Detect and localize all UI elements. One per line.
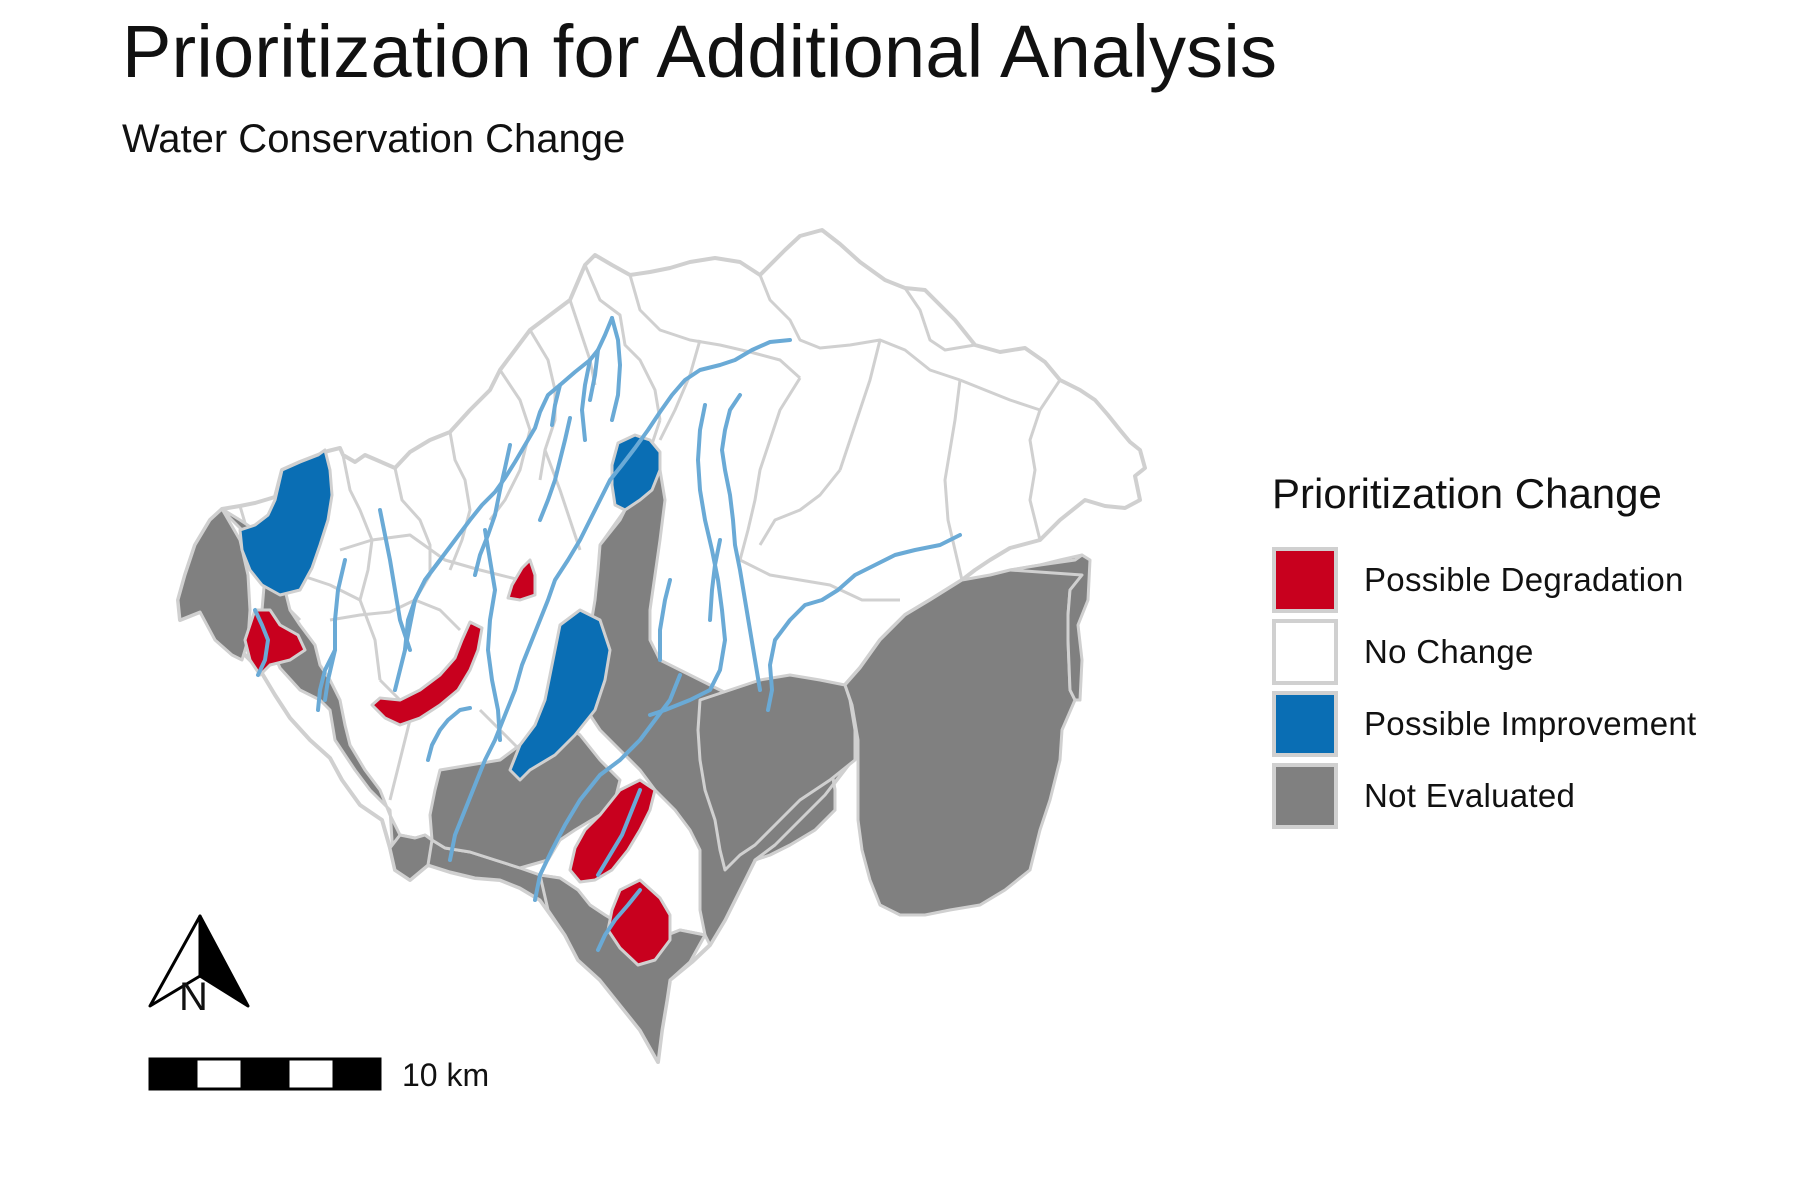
improvement-regions	[238, 433, 662, 782]
not-evaluated-regions	[176, 468, 1092, 1064]
legend-label: Possible Improvement	[1364, 705, 1697, 742]
legend-title: Prioritization Change	[1272, 470, 1662, 517]
streams	[253, 316, 962, 952]
legend-label: Not Evaluated	[1364, 777, 1576, 814]
page-subtitle: Water Conservation Change	[122, 117, 626, 161]
legend-item-not-evaluated: Not Evaluated	[1272, 760, 1696, 832]
legend: Prioritization Change Possible Degradati…	[1272, 470, 1696, 832]
north-arrow-icon	[148, 914, 250, 1008]
page-title: Prioritization for Additional Analysis	[122, 10, 1278, 93]
legend-label: No Change	[1364, 633, 1534, 670]
legend-item-improvement: Possible Improvement	[1272, 688, 1696, 760]
scale-bar-icon	[148, 1057, 382, 1091]
scale-bar-label: 10 km	[402, 1057, 490, 1093]
legend-swatch	[1272, 619, 1338, 685]
legend-label: Possible Degradation	[1364, 561, 1684, 598]
legend-swatch	[1272, 547, 1338, 613]
subwatershed-boundaries	[238, 264, 1062, 801]
legend-swatch	[1272, 691, 1338, 757]
legend-swatch	[1272, 763, 1338, 829]
north-arrow-label: N	[179, 975, 208, 1019]
legend-item-degradation: Possible Degradation	[1272, 544, 1696, 616]
legend-item-no-change: No Change	[1272, 616, 1696, 688]
